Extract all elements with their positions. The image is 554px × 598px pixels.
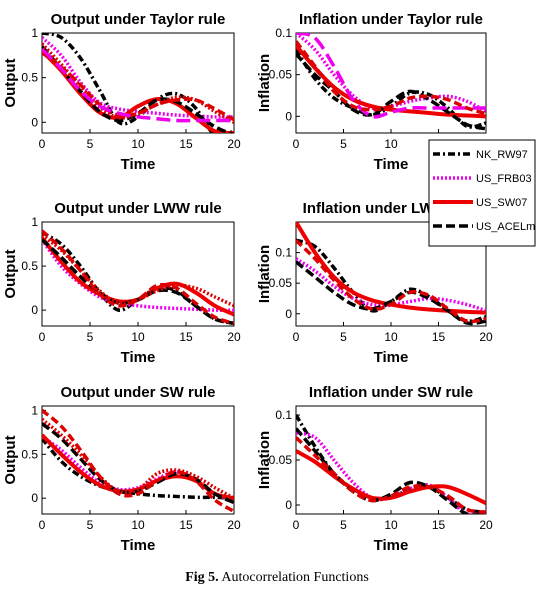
legend-label-us-frb03: US_FRB03: [476, 173, 532, 185]
x-axis-label: Time: [374, 537, 409, 554]
y-tick-label: 1: [31, 26, 38, 40]
x-tick-label: 0: [293, 137, 300, 151]
x-tick-label: 20: [227, 330, 241, 344]
series-line-us-sw07: [296, 449, 486, 506]
x-tick-label: 0: [293, 330, 300, 344]
y-axis-label: Output: [2, 58, 19, 107]
y-tick-label: 0.05: [269, 276, 293, 290]
series-line-us-frb03: [42, 36, 234, 119]
series-line-us-frb03-magenta-dashed: [296, 33, 486, 119]
x-tick-label: 5: [87, 137, 94, 151]
y-tick-label: 0.05: [269, 68, 293, 82]
series-line-us-sw07-dashed-red: [42, 51, 234, 122]
x-tick-label: 20: [227, 137, 241, 151]
x-axis-label: Time: [374, 349, 409, 366]
legend: NK_RW97 US_FRB03 US_SW07 US_ACELm: [428, 139, 536, 247]
series-line-us-acelm: [296, 427, 486, 514]
series-line-us-acelm: [42, 45, 234, 133]
x-tick-label: 15: [432, 330, 446, 344]
y-axis-label: Inflation: [256, 54, 273, 112]
y-axis-label: Output: [2, 249, 19, 298]
x-tick-label: 0: [39, 137, 46, 151]
x-tick-label: 0: [39, 330, 46, 344]
legend-label-us-sw07: US_SW07: [476, 197, 527, 209]
y-axis-label: Inflation: [256, 431, 273, 489]
x-tick-label: 5: [340, 518, 347, 532]
x-axis-label: Time: [121, 537, 156, 554]
legend-box: [428, 139, 536, 247]
panel-title: Inflation under SW rule: [309, 384, 473, 401]
caption-label: Fig 5.: [185, 570, 219, 585]
series-line-us-acelm: [42, 238, 234, 326]
y-tick-label: 0: [31, 491, 38, 505]
x-tick-label: 15: [179, 518, 193, 532]
y-axis-label: Output: [2, 435, 19, 484]
panel-title: Output under SW rule: [61, 384, 216, 401]
panel-title: Output under Taylor rule: [51, 11, 226, 28]
legend-label-nk-rw97: NK_RW97: [476, 149, 528, 161]
x-tick-label: 5: [340, 330, 347, 344]
y-tick-label: 1: [31, 403, 38, 417]
y-tick-label: 0.5: [21, 447, 38, 461]
series-line-us-sw07-dashed-red: [296, 40, 486, 116]
x-tick-label: 20: [479, 330, 493, 344]
caption-text: Autocorrelation Functions: [221, 570, 369, 585]
series-line-us-sw07-dashed-red: [296, 239, 486, 324]
x-tick-label: 15: [179, 137, 193, 151]
series-line-us-sw07-dashed-red: [296, 436, 486, 514]
y-tick-label: 0.05: [269, 453, 293, 467]
x-tick-label: 10: [131, 137, 145, 151]
series-line-us-sw07-dotted-red: [42, 417, 234, 500]
series-line-us-sw07-dotted-red: [42, 233, 234, 308]
x-axis-label: Time: [121, 156, 156, 173]
x-tick-label: 5: [340, 137, 347, 151]
x-tick-label: 20: [479, 518, 493, 532]
y-tick-label: 0.1: [275, 408, 292, 422]
y-axis-label: Inflation: [256, 245, 273, 303]
x-axis-label: Time: [374, 156, 409, 173]
legend-label-us-acelm: US_ACELm: [476, 221, 535, 233]
x-axis-label: Time: [121, 349, 156, 366]
panel-title: Output under LWW rule: [54, 200, 221, 217]
panel-title: Inflation under Taylor rule: [299, 11, 483, 28]
x-tick-label: 20: [227, 518, 241, 532]
x-tick-label: 15: [179, 330, 193, 344]
x-tick-label: 15: [432, 518, 446, 532]
y-tick-label: 0.1: [275, 246, 292, 260]
y-tick-label: 0: [285, 109, 292, 123]
series-line-us-sw07-dashed-red: [42, 409, 234, 513]
series-line-us-sw07: [42, 236, 234, 317]
y-tick-label: 0.1: [275, 26, 292, 40]
panel-inflation-under-taylor-rule: Inflation under Taylor rule Time Inflation…: [256, 11, 493, 173]
y-tick-label: 0.5: [21, 259, 38, 273]
y-tick-label: 0: [285, 498, 292, 512]
x-tick-label: 0: [293, 518, 300, 532]
x-tick-label: 10: [384, 330, 398, 344]
x-tick-label: 5: [87, 518, 94, 532]
x-tick-label: 10: [384, 518, 398, 532]
x-tick-label: 0: [39, 518, 46, 532]
series-line-us-frb03-magenta-dashed: [42, 47, 234, 123]
panel-inflation-under-sw-rule: Inflation under SW rule Time Inflation 0 5 10…: [256, 384, 493, 554]
x-tick-label: 10: [131, 330, 145, 344]
figure-caption: Fig 5. Autocorrelation Functions: [0, 570, 554, 586]
x-tick-label: 10: [384, 137, 398, 151]
y-tick-label: 0: [285, 307, 292, 321]
y-tick-label: 0.5: [21, 71, 38, 85]
y-tick-label: 0: [31, 303, 38, 317]
x-tick-label: 5: [87, 330, 94, 344]
y-tick-label: 1: [31, 215, 38, 229]
y-tick-label: 0: [31, 115, 38, 129]
x-tick-label: 10: [131, 518, 145, 532]
series-line-us-sw07-dashed-red: [42, 229, 234, 326]
